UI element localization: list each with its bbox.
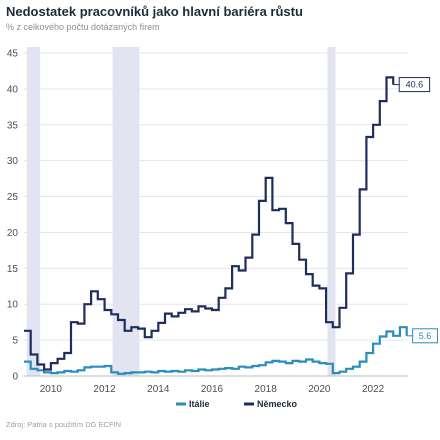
y-tick-label: 35 xyxy=(7,120,19,131)
series-line-1 xyxy=(24,76,395,371)
y-tick-label: 5 xyxy=(12,336,18,347)
end-label-box xyxy=(412,328,438,344)
source-note: Zdroj: Patria s použitím DG ECFIN xyxy=(6,420,122,429)
recession-shading xyxy=(26,47,336,376)
y-axis: 0 5 10 15 20 25 30 35 40 45 xyxy=(7,49,19,383)
y-tick-label: 10 xyxy=(7,300,19,311)
x-tick-label: 2020 xyxy=(308,384,331,395)
x-tick-label: 2012 xyxy=(93,384,116,395)
end-label-box xyxy=(398,77,431,93)
x-tick-label: 2018 xyxy=(255,384,278,395)
end-label-value: 5.6 xyxy=(419,331,432,341)
end-label-value: 40.6 xyxy=(406,80,424,90)
chart-title: Nedostatek pracovníků jako hlavní bariér… xyxy=(6,4,303,19)
x-tick-label: 2010 xyxy=(40,384,63,395)
legend-label: Německo xyxy=(257,399,298,409)
series-line-0 xyxy=(24,326,408,375)
y-tick-label: 25 xyxy=(7,192,19,203)
legend-label: Itálie xyxy=(189,399,210,409)
y-tick-label: 0 xyxy=(12,372,18,383)
shaded-period-2 xyxy=(327,47,336,376)
end-labels: 5.6 40.6 xyxy=(393,77,438,344)
y-tick-label: 15 xyxy=(7,264,19,275)
y-tick-label: 45 xyxy=(7,49,19,60)
x-tick-label: 2016 xyxy=(201,384,224,395)
x-tick-label: 2014 xyxy=(147,384,170,395)
x-tick-label: 2022 xyxy=(362,384,385,395)
legend: Itálie Německo xyxy=(176,399,298,409)
shaded-period-1 xyxy=(112,47,140,376)
x-axis: 2010 2012 2014 2016 2018 2020 2022 xyxy=(40,384,385,395)
y-tick-label: 30 xyxy=(7,156,19,167)
gridlines xyxy=(24,52,408,377)
series-lines xyxy=(24,76,408,375)
chart-subtitle: % z celkového počtu dotázaných firem xyxy=(6,22,160,32)
y-tick-label: 40 xyxy=(7,84,19,95)
shaded-period-0 xyxy=(26,47,41,376)
y-tick-label: 20 xyxy=(7,228,19,239)
